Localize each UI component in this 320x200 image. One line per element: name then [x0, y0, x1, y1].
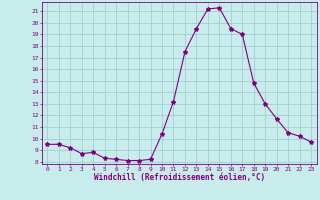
- X-axis label: Windchill (Refroidissement éolien,°C): Windchill (Refroidissement éolien,°C): [94, 173, 265, 182]
